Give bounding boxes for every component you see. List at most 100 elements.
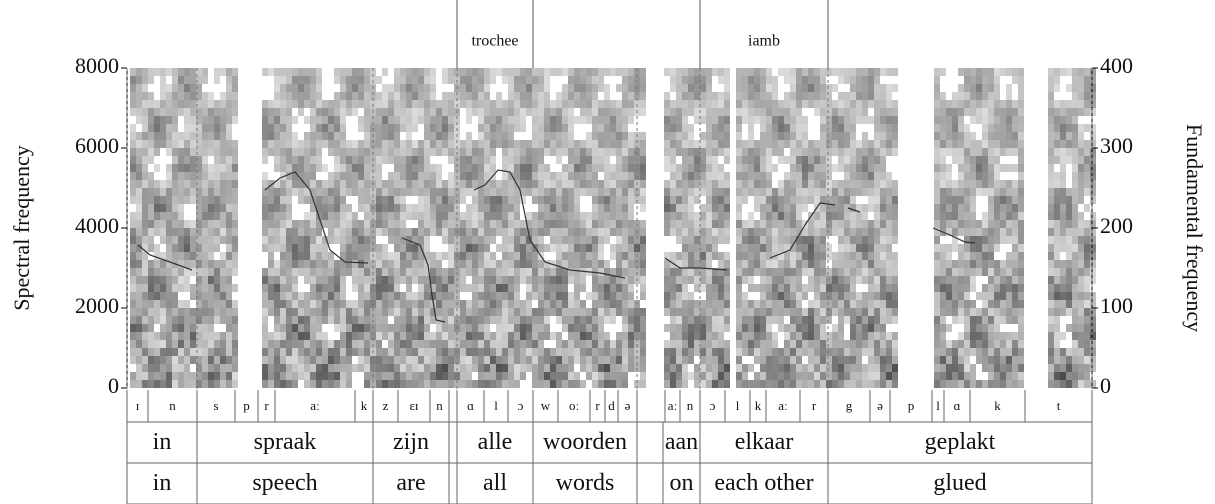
spectrogram-cell: [472, 220, 478, 228]
spectrogram-cell: [202, 308, 208, 316]
spectrogram-cell: [982, 252, 988, 260]
spectrogram-cell: [496, 204, 502, 212]
spectrogram-cell: [988, 308, 994, 316]
spectrogram-cell: [838, 348, 844, 356]
spectrogram-cell: [694, 100, 700, 108]
spectrogram-cell: [430, 212, 436, 220]
spectrogram-cell: [820, 292, 826, 300]
spectrogram-cell: [892, 356, 898, 364]
spectrogram-cell: [1012, 380, 1018, 388]
spectrogram-cell: [844, 260, 850, 268]
spectrogram-cell: [784, 268, 790, 276]
spectrogram-cell: [952, 212, 958, 220]
spectrogram-cell: [172, 276, 178, 284]
spectrogram-cell: [520, 268, 526, 276]
spectrogram-cell: [562, 284, 568, 292]
spectrogram-cell: [358, 156, 364, 164]
spectrogram-cell: [868, 156, 874, 164]
spectrogram-cell: [472, 364, 478, 372]
spectrogram-cell: [388, 236, 394, 244]
spectrogram-cell: [178, 108, 184, 116]
spectrogram-cell: [562, 348, 568, 356]
spectrogram-cell: [958, 340, 964, 348]
spectrogram-cell: [970, 244, 976, 252]
spectrogram-cell: [358, 140, 364, 148]
spectrogram-cell: [706, 372, 712, 380]
spectrogram-cell: [712, 292, 718, 300]
spectrogram-cell: [316, 252, 322, 260]
spectrogram-cell: [766, 180, 772, 188]
spectrogram-cell: [424, 228, 430, 236]
spectrogram-cell: [760, 252, 766, 260]
spectrogram-cell: [502, 204, 508, 212]
spectrogram-cell: [736, 372, 742, 380]
spectrogram-cell: [430, 180, 436, 188]
spectrogram-cell: [154, 68, 160, 76]
spectrogram-cell: [358, 172, 364, 180]
spectrogram-cell: [202, 268, 208, 276]
spectrogram-cell: [814, 236, 820, 244]
spectrogram-cell: [136, 348, 142, 356]
spectrogram-cell: [1018, 292, 1024, 300]
spectrogram-cell: [964, 372, 970, 380]
spectrogram-cell: [394, 132, 400, 140]
spectrogram-cell: [334, 300, 340, 308]
spectrogram-cell: [526, 324, 532, 332]
spectrogram-cell: [694, 308, 700, 316]
spectrogram-cell: [772, 260, 778, 268]
spectrogram-cell: [1012, 300, 1018, 308]
spectrogram-cell: [472, 284, 478, 292]
spectrogram-cell: [886, 180, 892, 188]
spectrogram-cell: [382, 228, 388, 236]
spectrogram-cell: [580, 180, 586, 188]
spectrogram-cell: [874, 244, 880, 252]
spectrogram-cell: [298, 372, 304, 380]
spectrogram-cell: [172, 372, 178, 380]
spectrogram-cell: [226, 292, 232, 300]
spectrogram-cell: [538, 156, 544, 164]
spectrogram-cell: [562, 140, 568, 148]
spectrogram-cell: [970, 196, 976, 204]
spectrogram-cell: [538, 92, 544, 100]
spectrogram-cell: [472, 348, 478, 356]
spectrogram-cell: [592, 164, 598, 172]
spectrogram-cell: [880, 308, 886, 316]
spectrogram-cell: [754, 140, 760, 148]
spectrogram-cell: [310, 180, 316, 188]
spectrogram-cell: [892, 204, 898, 212]
spectrogram-cell: [682, 172, 688, 180]
spectrogram-cell: [964, 380, 970, 388]
spectrogram-cell: [952, 300, 958, 308]
spectrogram-cell: [382, 124, 388, 132]
spectrogram-cell: [946, 276, 952, 284]
spectrogram-cell: [964, 140, 970, 148]
spectrogram-cell: [682, 364, 688, 372]
spectrogram-cell: [820, 132, 826, 140]
spectrogram-cell: [136, 212, 142, 220]
spectrogram-cell: [544, 100, 550, 108]
spectrogram-cell: [826, 172, 832, 180]
spectrogram-cell: [502, 332, 508, 340]
spectrogram-cell: [628, 100, 634, 108]
spectrogram-cell: [1012, 244, 1018, 252]
spectrogram-cell: [562, 92, 568, 100]
spectrogram-cell: [604, 196, 610, 204]
spectrogram-cell: [424, 292, 430, 300]
spectrogram-cell: [976, 220, 982, 228]
spectrogram-cell: [670, 100, 676, 108]
spectrogram-cell: [148, 284, 154, 292]
spectrogram-cell: [622, 68, 628, 76]
spectrogram-cell: [220, 252, 226, 260]
spectrogram-cell: [316, 92, 322, 100]
spectrogram-cell: [292, 188, 298, 196]
spectrogram-cell: [880, 92, 886, 100]
spectrogram-cell: [202, 68, 208, 76]
spectrogram-cell: [670, 180, 676, 188]
spectrogram-cell: [226, 132, 232, 140]
spectrogram-cell: [796, 260, 802, 268]
spectrogram-cell: [772, 268, 778, 276]
spectrogram-cell: [544, 244, 550, 252]
spectrogram-cell: [274, 316, 280, 324]
spectrogram-cell: [490, 316, 496, 324]
spectrogram-cell: [760, 148, 766, 156]
